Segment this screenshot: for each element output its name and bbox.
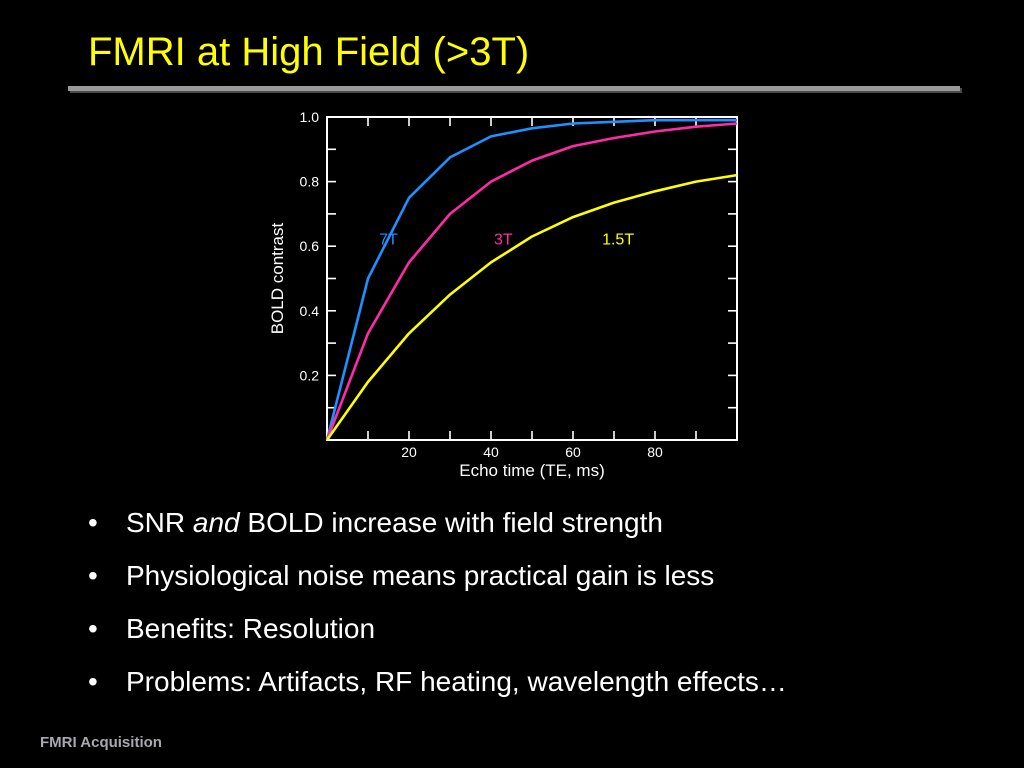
- series-line-1.5T: [325, 173, 738, 441]
- x-tick-label: 80: [647, 444, 663, 460]
- bullet-item: • SNR and BOLD increase with field stren…: [88, 496, 787, 549]
- bullet-text: Physiological noise means practical gain…: [126, 560, 715, 591]
- y-tick-label: 0.8: [300, 174, 320, 190]
- y-tick-label: 0.6: [300, 238, 320, 254]
- bullet-text-emphasis: and: [192, 507, 240, 538]
- bullet-text-post: BOLD increase with field strength: [239, 507, 663, 538]
- bullet-marker: •: [88, 666, 98, 697]
- bullet-item: • Benefits: Resolution: [88, 602, 787, 655]
- x-tick-label: 60: [565, 444, 581, 460]
- bullet-text: Benefits: Resolution: [126, 613, 376, 644]
- bullet-text: Problems: Artifacts, RF heating, wavelen…: [126, 666, 787, 697]
- series-line-3T: [325, 122, 738, 441]
- y-tick-label: 1.0: [300, 109, 320, 125]
- bullet-text-pre: SNR: [126, 507, 193, 538]
- x-axis-label: Echo time (TE, ms): [459, 461, 604, 480]
- series-label-3T: 3T: [494, 232, 513, 249]
- x-tick-label: 20: [401, 444, 417, 460]
- bullet-marker: •: [88, 613, 98, 644]
- bullet-marker: •: [88, 507, 98, 538]
- bullet-marker: •: [88, 560, 98, 591]
- plot-frame: [326, 116, 738, 441]
- bullet-item: • Problems: Artifacts, RF heating, wavel…: [88, 655, 787, 708]
- title-divider: [68, 86, 960, 91]
- x-tick-label: 40: [483, 444, 499, 460]
- footer-label: FMRI Acquisition: [40, 734, 162, 751]
- bullet-list: • SNR and BOLD increase with field stren…: [88, 496, 787, 708]
- bullet-item: • Physiological noise means practical ga…: [88, 549, 787, 602]
- y-tick-label: 0.2: [300, 367, 320, 383]
- series-line-7T: [325, 118, 737, 441]
- series-label-7T: 7T: [379, 232, 398, 249]
- y-axis-label: BOLD contrast: [268, 222, 287, 334]
- series-label-1.5T: 1.5T: [602, 232, 634, 249]
- y-tick-label: 0.4: [300, 303, 320, 319]
- slide-title: FMRI at High Field (>3T): [88, 30, 530, 74]
